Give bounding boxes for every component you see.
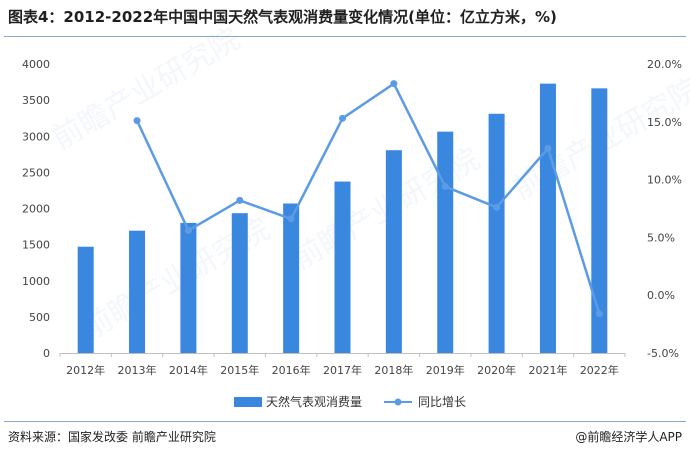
y-left-tick-label: 3500 xyxy=(22,94,50,107)
growth-point-2016年 xyxy=(287,215,295,223)
legend-line-label: 同比增长 xyxy=(418,395,466,409)
footer-divider xyxy=(4,421,686,422)
x-tick-label: 2012年 xyxy=(66,363,105,377)
source-note: 资料来源：国家发改委 前瞻产业研究院 xyxy=(8,430,216,444)
y-left-tick-label: 500 xyxy=(29,311,50,324)
x-tick-label: 2022年 xyxy=(580,363,619,377)
bar-2019年 xyxy=(437,131,454,353)
bar-2022年 xyxy=(591,88,608,353)
y-right-tick-label: -5.0% xyxy=(647,347,679,360)
x-tick-label: 2019年 xyxy=(426,363,465,377)
y-left-tick-label: 1000 xyxy=(22,275,50,288)
chart-title: 图表4：2012-2022年中国中国天然气表观消费量变化情况(单位：亿立方米，%… xyxy=(8,8,557,26)
growth-point-2018年 xyxy=(390,80,398,88)
y-left-tick-label: 3000 xyxy=(22,130,50,143)
x-tick-label: 2018年 xyxy=(374,363,413,377)
y-left-tick-label: 0 xyxy=(43,347,50,360)
right-axis: -5.0% 0.0% 5.0% 10.0% 15.0% 20.0% xyxy=(647,58,682,360)
bar-2018年 xyxy=(385,150,402,353)
legend: 天然气表观消费量 同比增长 xyxy=(234,394,466,409)
bar-series xyxy=(77,83,608,354)
x-tick-label: 2021年 xyxy=(528,363,567,377)
title-divider xyxy=(4,36,686,37)
y-right-tick-label: 10.0% xyxy=(647,174,682,187)
bar-2012年 xyxy=(77,246,94,353)
y-left-tick-label: 4000 xyxy=(22,58,50,71)
legend-bar-label: 天然气表观消费量 xyxy=(266,394,362,409)
x-tick-label: 2017年 xyxy=(323,363,362,377)
growth-point-2015年 xyxy=(236,196,244,204)
y-right-tick-label: 0.0% xyxy=(647,289,675,302)
bar-2014年 xyxy=(180,222,197,353)
growth-point-2020年 xyxy=(493,203,501,211)
y-right-tick-label: 15.0% xyxy=(647,116,682,129)
growth-point-2019年 xyxy=(441,183,449,191)
bar-2016年 xyxy=(283,203,300,353)
x-tick-label: 2020年 xyxy=(477,363,516,377)
growth-point-2014年 xyxy=(184,226,192,234)
growth-point-2022年 xyxy=(595,310,603,318)
bar-2015年 xyxy=(231,213,248,353)
growth-line xyxy=(135,82,601,315)
y-left-tick-label: 1500 xyxy=(22,239,50,252)
y-left-tick-label: 2000 xyxy=(22,203,50,216)
y-right-tick-label: 20.0% xyxy=(647,58,682,71)
left-axis: 0 500 1000 1500 2000 2500 3000 3500 4000 xyxy=(22,58,50,360)
y-right-tick-label: 5.0% xyxy=(647,231,675,244)
line-series xyxy=(133,80,603,318)
x-tick-label: 2016年 xyxy=(272,363,311,377)
bar-2021年 xyxy=(539,83,556,353)
bar-2020年 xyxy=(488,113,505,354)
legend-line-marker xyxy=(394,398,402,406)
legend-bar-swatch xyxy=(234,397,262,407)
bar-2013年 xyxy=(129,230,146,353)
x-axis: 2012年 2013年 2014年 2015年 2016年 2017年 2018年 2019年… xyxy=(59,353,626,377)
brand-credit: @前瞻经济学人APP xyxy=(575,430,682,444)
x-tick-label: 2015年 xyxy=(220,363,259,377)
y-left-tick-label: 2500 xyxy=(22,166,50,179)
growth-point-2017年 xyxy=(339,114,346,122)
x-tick-label: 2013年 xyxy=(118,363,157,377)
growth-point-2021年 xyxy=(544,144,552,152)
growth-point-2013年 xyxy=(133,117,141,125)
x-tick-label: 2014年 xyxy=(169,363,208,377)
bar-2017年 xyxy=(334,181,351,353)
svg-text:前瞻产业研究院: 前瞻产业研究院 xyxy=(47,22,246,157)
